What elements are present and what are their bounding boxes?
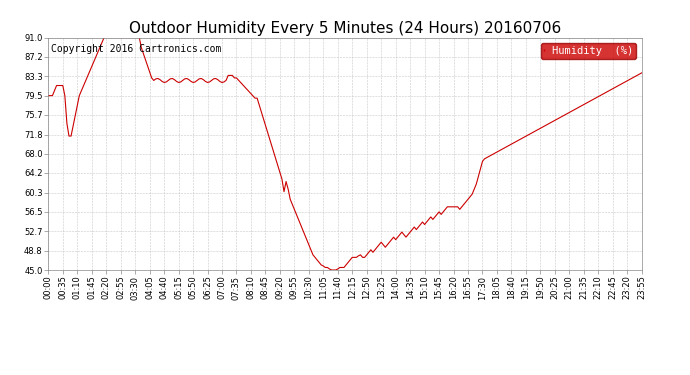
- Title: Outdoor Humidity Every 5 Minutes (24 Hours) 20160706: Outdoor Humidity Every 5 Minutes (24 Hou…: [129, 21, 561, 36]
- Legend: Humidity  (%): Humidity (%): [541, 43, 636, 59]
- Text: Copyright 2016 Cartronics.com: Copyright 2016 Cartronics.com: [51, 45, 221, 54]
